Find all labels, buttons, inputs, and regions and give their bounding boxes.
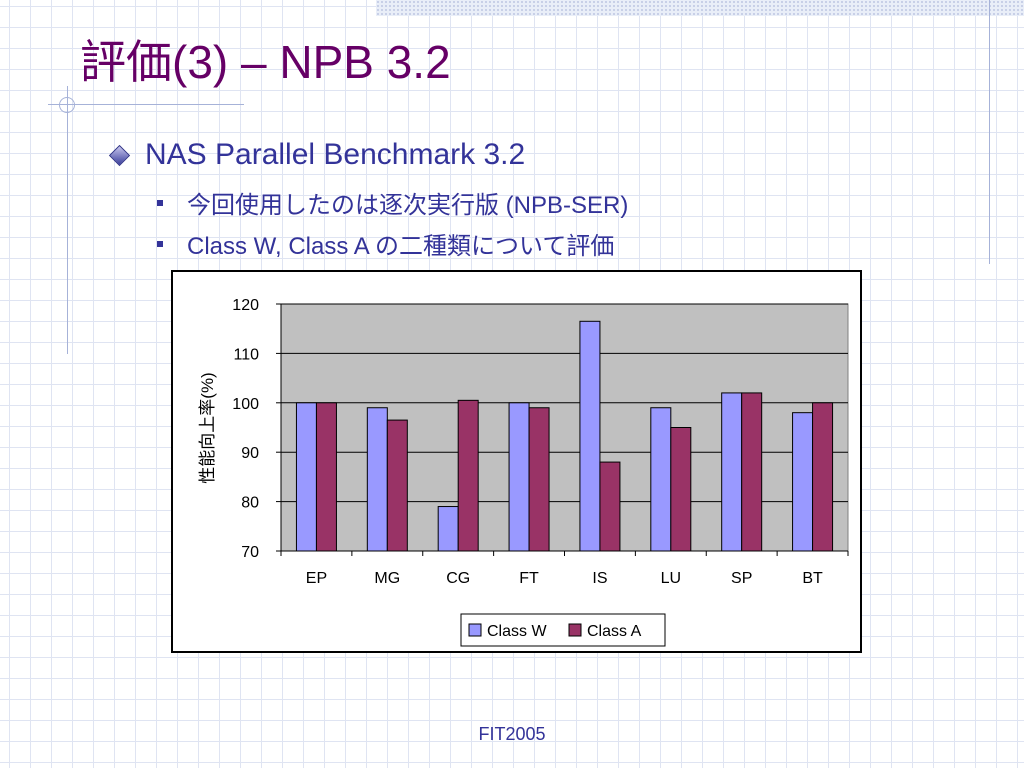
bullet-main: NAS Parallel Benchmark 3.2 [108, 138, 525, 172]
bar-class-w-mg [366, 407, 388, 552]
x-tick-label: SP [731, 570, 752, 587]
legend-label-class-w: Class W [487, 623, 547, 640]
sub-bullet-text: 今回使用したのは逐次実行版 (NPB-SER) [187, 192, 629, 219]
y-tick-label: 70 [241, 544, 259, 561]
bullet-main-text: NAS Parallel Benchmark 3.2 [145, 138, 526, 171]
bar-class-w-ft [508, 402, 530, 552]
bar-class-w-ep [295, 402, 317, 552]
deco-right-vertical-line [989, 0, 990, 264]
square-bullet-icon [157, 199, 163, 206]
x-tick-label: FT [519, 570, 539, 587]
bar-class-a-cg [457, 399, 479, 552]
legend: Class W Class A [460, 613, 666, 647]
square-bullet-icon [157, 240, 163, 247]
bar-class-a-ep [315, 402, 337, 552]
deco-vertical-line [67, 86, 68, 354]
bar-chart: 70 80 90 100 110 120 EP MG CG FT IS LU SP BT 性能向上率(%… [198, 297, 849, 647]
bar-class-a-bt [812, 402, 834, 552]
bar-class-a-lu [670, 427, 692, 552]
y-tick-label: 80 [241, 495, 259, 512]
diamond-bullet-icon [108, 144, 131, 166]
bar-class-w-sp [721, 392, 743, 552]
legend-box [460, 613, 666, 647]
top-decorative-band [376, 0, 1024, 16]
bar-class-a-ft [528, 407, 550, 552]
y-tick-label: 110 [233, 346, 259, 363]
slide-title: 評価(3) – NPB 3.2 [80, 36, 451, 88]
bar-class-w-bt [792, 412, 814, 552]
bar-class-a-mg [386, 419, 408, 552]
x-tick-label: MG [374, 570, 400, 587]
slide-footer: FIT2005 [478, 724, 546, 744]
x-tick-label: BT [802, 570, 823, 587]
bar-class-a-sp [741, 392, 763, 552]
sub-bullet-text: Class W, Class A の二種類について評価 [187, 233, 615, 260]
deco-horizontal-line [48, 104, 244, 105]
plot-area [280, 303, 849, 552]
bar-class-w-lu [650, 407, 672, 552]
legend-swatch-class-w [468, 623, 482, 637]
x-tick-label: IS [592, 570, 607, 587]
x-tick-label: EP [306, 570, 327, 587]
legend-label-class-a: Class A [587, 623, 642, 640]
legend-swatch-class-a [568, 623, 582, 637]
y-tick-label: 120 [232, 297, 259, 314]
bar-class-w-is [579, 320, 601, 552]
deco-circle-icon [59, 97, 75, 113]
x-tick-label: LU [661, 570, 681, 587]
y-axis-label: 性能向上率(%) [198, 372, 217, 483]
bar-class-w-cg [437, 506, 459, 552]
y-tick-label: 90 [241, 445, 259, 462]
sub-bullet: Class W, Class A の二種類について評価 [157, 226, 614, 261]
x-tick-label: CG [446, 570, 470, 587]
sub-bullet: 今回使用したのは逐次実行版 (NPB-SER) [157, 185, 628, 220]
chart-frame: 70 80 90 100 110 120 EP MG CG FT IS LU SP BT 性能向上率(%… [171, 270, 862, 653]
bar-class-a-is [599, 461, 621, 552]
y-tick-label: 100 [232, 396, 259, 413]
